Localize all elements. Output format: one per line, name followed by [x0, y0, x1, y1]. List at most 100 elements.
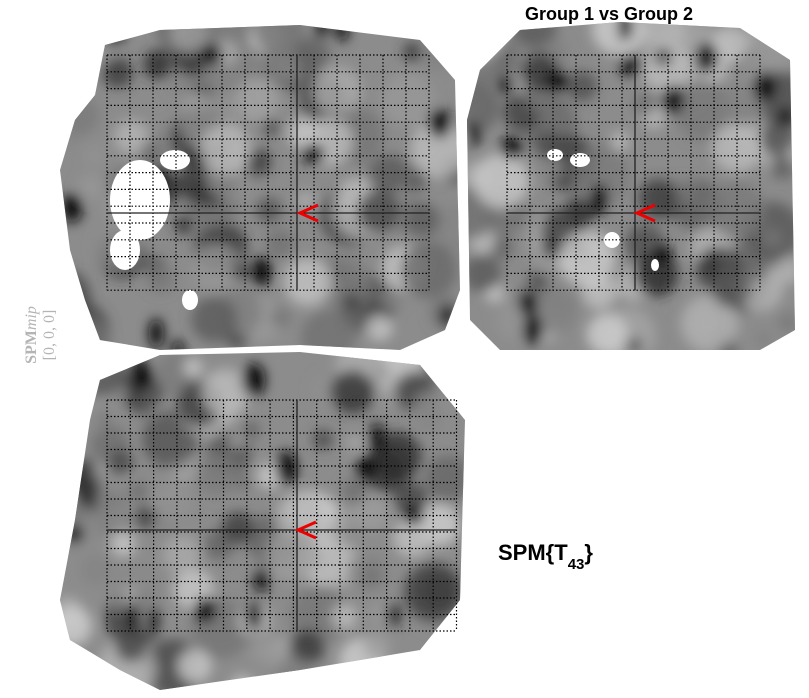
blob	[625, 337, 643, 350]
dark-spot	[202, 43, 222, 66]
blob	[770, 155, 794, 179]
dark-spot	[467, 120, 481, 147]
blob	[111, 532, 136, 557]
dark-spot	[498, 74, 514, 94]
dark-spot	[662, 85, 685, 115]
blob	[183, 358, 203, 377]
dark-spot	[315, 25, 328, 38]
blob	[637, 178, 678, 219]
blob	[60, 606, 93, 646]
blob	[152, 484, 191, 523]
dark-spot	[387, 603, 400, 627]
dark-spot	[428, 109, 452, 138]
blob	[178, 649, 212, 683]
dark-spot	[545, 69, 568, 93]
blob	[60, 478, 76, 509]
blob	[710, 267, 752, 308]
blob	[541, 237, 563, 260]
blob	[341, 478, 368, 505]
blob	[680, 294, 739, 350]
blob	[381, 287, 404, 311]
blob	[235, 77, 279, 122]
blob	[312, 429, 334, 450]
blob	[467, 27, 518, 84]
blob	[174, 215, 194, 235]
blob	[559, 230, 616, 287]
white-patch	[182, 290, 198, 310]
blob	[382, 665, 410, 690]
dark-spot	[252, 256, 272, 287]
blob	[256, 197, 282, 223]
blob	[84, 145, 105, 167]
blob	[777, 258, 795, 284]
blob	[300, 310, 356, 350]
texture	[467, 22, 795, 350]
blob	[429, 205, 460, 258]
blob	[366, 314, 393, 341]
dark-spot	[335, 25, 349, 42]
blob	[760, 122, 794, 156]
blob	[566, 70, 598, 102]
cursor	[294, 520, 317, 540]
blob	[289, 629, 325, 665]
blob	[254, 25, 306, 56]
blob	[697, 252, 724, 279]
blob	[342, 292, 361, 311]
dark-spot	[242, 363, 266, 397]
dark-spot	[753, 71, 777, 102]
blob	[231, 261, 251, 281]
blob	[755, 330, 772, 347]
blob	[314, 174, 335, 195]
dark-spot	[519, 289, 538, 316]
mip-label: SPMmip	[23, 306, 40, 364]
white-patch	[547, 149, 563, 161]
blob	[421, 38, 454, 70]
blob	[60, 497, 78, 531]
blob	[367, 155, 407, 194]
blob	[262, 118, 280, 136]
mip-coords: [0, 0, 0]	[41, 310, 58, 361]
transverse-mip	[60, 352, 465, 690]
blob	[106, 505, 134, 534]
blob	[80, 554, 112, 586]
blob	[777, 311, 795, 333]
white-patch	[110, 230, 140, 270]
dark-spot	[61, 193, 82, 223]
blob	[140, 143, 158, 161]
dark-spot	[779, 105, 793, 126]
blob	[228, 432, 246, 449]
blob	[467, 22, 506, 61]
blob	[393, 481, 428, 515]
blob	[362, 632, 391, 661]
dark-spot	[245, 602, 263, 630]
blob	[400, 241, 458, 299]
blob	[271, 307, 292, 328]
blob	[163, 535, 201, 574]
blob	[107, 449, 134, 476]
coronal-mip	[467, 22, 795, 350]
dark-spot	[147, 606, 162, 635]
sagittal-mip	[60, 25, 460, 350]
dark-spot	[194, 597, 216, 624]
blob	[62, 97, 100, 135]
blob	[381, 73, 435, 126]
blob	[538, 156, 563, 180]
dark-spot	[275, 451, 297, 485]
dark-spot	[439, 304, 455, 326]
dark-spot	[253, 566, 269, 592]
dark-spot	[404, 505, 424, 525]
blob	[102, 57, 133, 89]
blob	[412, 390, 456, 433]
blob	[761, 228, 782, 248]
dark-spot	[131, 363, 154, 392]
blob	[142, 49, 174, 80]
dark-spot	[423, 352, 440, 373]
stat-df: 43	[568, 556, 585, 573]
blob	[378, 373, 396, 391]
blob	[330, 370, 375, 414]
mip-name: SPM	[23, 330, 40, 364]
blob	[609, 131, 630, 152]
blob	[707, 181, 765, 239]
blob	[424, 454, 465, 502]
blob	[191, 296, 238, 343]
